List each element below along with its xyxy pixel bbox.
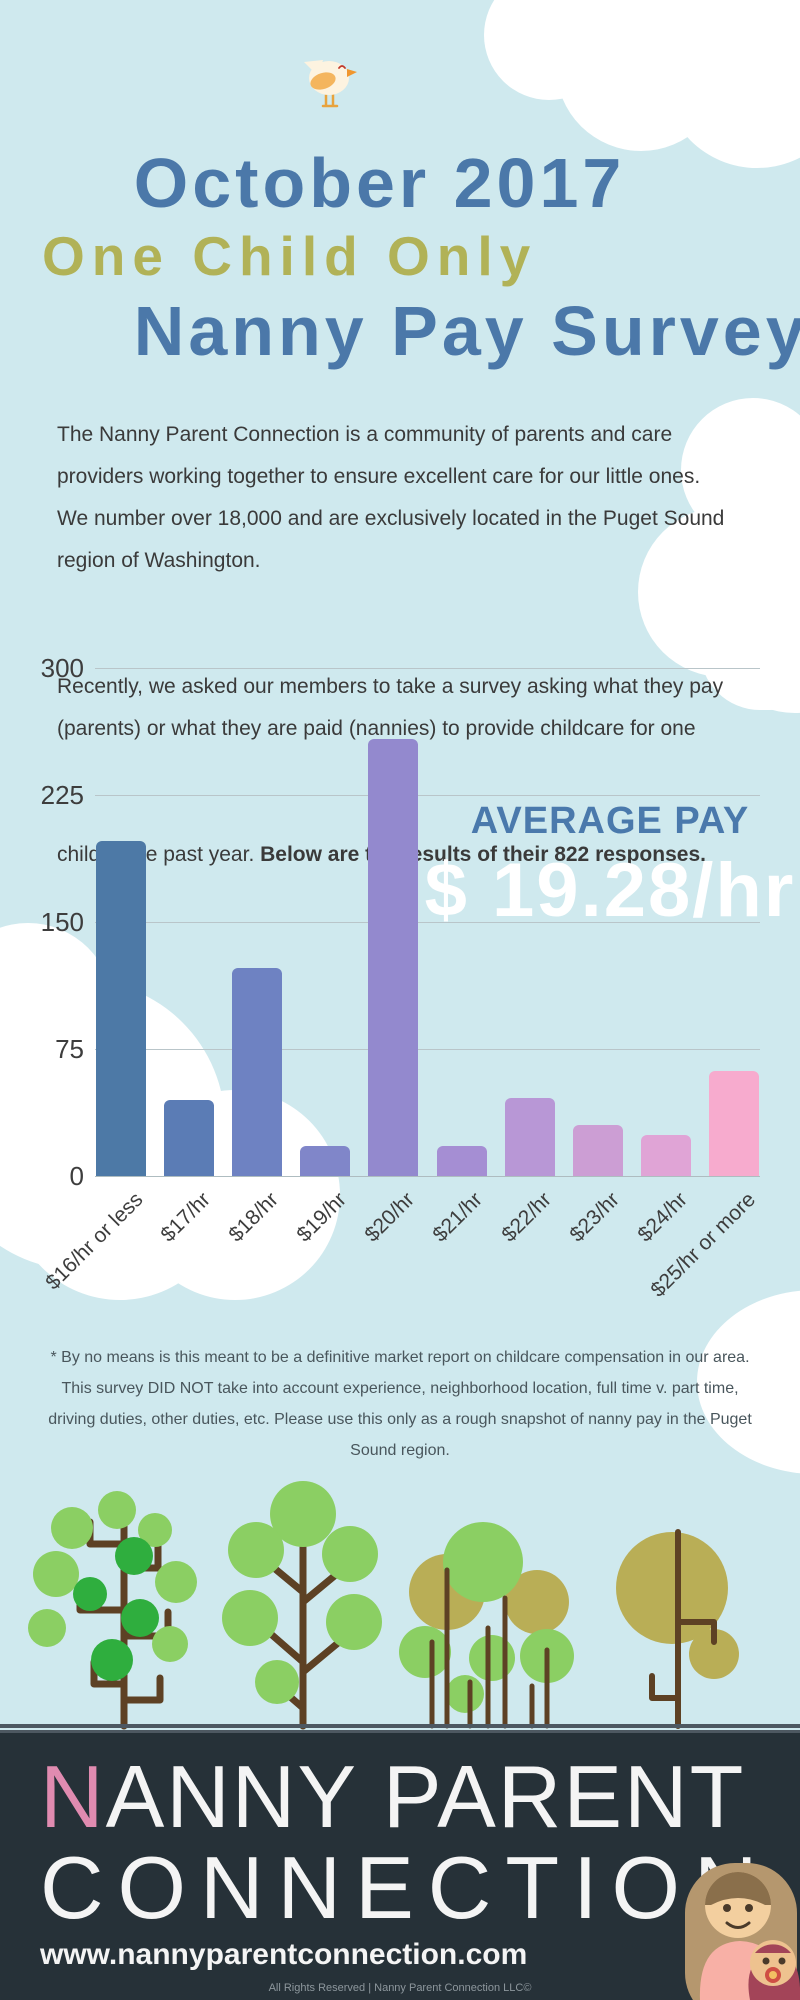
brand-initial: N bbox=[40, 1747, 106, 1846]
brand-line-1-rest: ANNY PARENT bbox=[105, 1747, 746, 1846]
bar bbox=[641, 1135, 691, 1176]
x-tick-label: $20/hr bbox=[360, 1188, 420, 1247]
cloud-bottom-left bbox=[0, 923, 340, 1300]
x-tick-label: $21/hr bbox=[428, 1188, 488, 1247]
y-tick-label: 0 bbox=[69, 1161, 84, 1191]
average-pay-value: $ 19.28/hr bbox=[424, 848, 796, 933]
intro-para-2: Recently, we asked our members to take a… bbox=[57, 675, 724, 740]
brand-name-line-2: CONNECTION bbox=[40, 1838, 772, 1937]
x-tick-label: $22/hr bbox=[497, 1188, 557, 1247]
x-tick-label: $23/hr bbox=[565, 1188, 625, 1247]
title-line-1: October 2017 bbox=[133, 144, 626, 222]
grid-line bbox=[95, 1049, 760, 1050]
tree-1 bbox=[28, 1491, 197, 1730]
mother-and-baby-illustration bbox=[685, 1863, 800, 2000]
x-tick-label: $18/hr bbox=[224, 1188, 284, 1247]
bar bbox=[709, 1071, 759, 1176]
x-tick-label: $19/hr bbox=[292, 1188, 352, 1247]
page-title: October 2017 Nanny Pay Survey bbox=[40, 72, 800, 442]
average-pay-label: AVERAGE PAY bbox=[470, 800, 750, 842]
y-tick-label: 75 bbox=[55, 1034, 84, 1064]
page-subtitle: One Child Only bbox=[42, 225, 538, 287]
disclaimer-text: * By no means is this meant to be a defi… bbox=[48, 1349, 752, 1459]
bar bbox=[232, 968, 282, 1176]
tree-2 bbox=[222, 1481, 382, 1730]
bar bbox=[505, 1098, 555, 1176]
bar bbox=[164, 1100, 214, 1176]
x-tick-label: $25/hr or more bbox=[646, 1188, 761, 1302]
x-tick-label: $16/hr or less bbox=[41, 1188, 148, 1295]
bar bbox=[437, 1146, 487, 1176]
intro-final-normal: child in the past year. bbox=[57, 843, 261, 866]
ground-line bbox=[0, 1724, 800, 1728]
intro-paragraph: The Nanny Parent Connection is a communi… bbox=[57, 330, 724, 960]
title-line-2: Nanny Pay Survey bbox=[133, 292, 800, 370]
tree-3 bbox=[399, 1522, 574, 1729]
average-pay-annotation: AVERAGE PAY $ 19.28/hr bbox=[410, 800, 800, 934]
grid-line bbox=[95, 1176, 760, 1177]
x-tick-label: $24/hr bbox=[633, 1188, 693, 1247]
tree-illustration bbox=[0, 1481, 800, 1730]
brand-name-line-1: NANNY PARENT bbox=[40, 1752, 745, 1842]
rights-text: All Rights Reserved | Nanny Parent Conne… bbox=[268, 1982, 532, 1994]
x-tick-label: $17/hr bbox=[156, 1188, 216, 1247]
bird-icon bbox=[304, 60, 357, 108]
bar bbox=[573, 1125, 623, 1176]
footer bbox=[0, 1730, 800, 2000]
website-url: www.nannyparentconnection.com bbox=[40, 1938, 528, 1971]
tree-4 bbox=[616, 1529, 739, 1729]
bar bbox=[300, 1146, 350, 1176]
intro-para-1: The Nanny Parent Connection is a communi… bbox=[57, 423, 725, 572]
